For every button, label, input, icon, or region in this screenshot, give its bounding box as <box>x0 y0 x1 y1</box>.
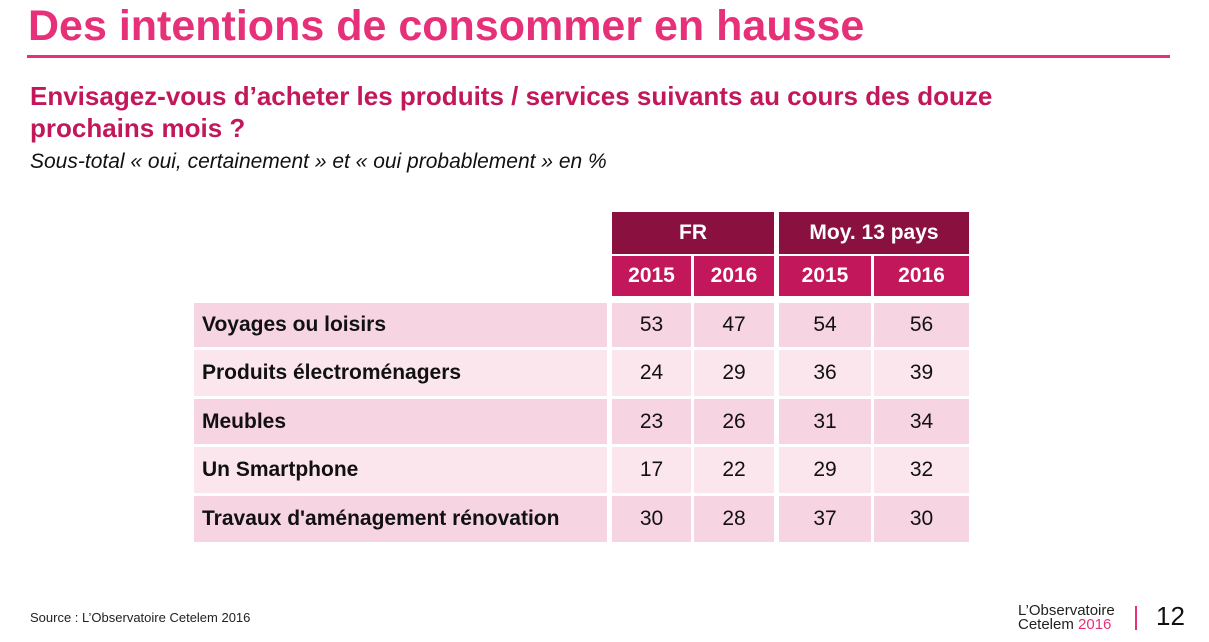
table-cell: 54 <box>779 303 871 347</box>
table-cell: 56 <box>874 303 969 347</box>
row-label: Voyages ou loisirs <box>194 303 607 347</box>
logo-brand: Cetelem <box>1018 616 1074 633</box>
table-cell: 22 <box>694 447 774 493</box>
table-cell: 36 <box>779 350 871 396</box>
header-moy-2016: 2016 <box>874 256 969 296</box>
table-cell: 32 <box>874 447 969 493</box>
table-cell: 29 <box>694 350 774 396</box>
logo-divider <box>1135 606 1137 630</box>
table-cell: 47 <box>694 303 774 347</box>
title-underline <box>27 55 1170 58</box>
survey-question: Envisagez-vous d’acheter les produits / … <box>30 81 993 143</box>
logo-line2: Cetelem 2016 <box>1018 616 1130 633</box>
header-fr-2015: 2015 <box>612 256 691 296</box>
observatoire-logo: L’Observatoire Cetelem 2016 <box>1018 602 1130 634</box>
table-cell: 23 <box>612 399 691 444</box>
table-cell: 39 <box>874 350 969 396</box>
table-cell: 26 <box>694 399 774 444</box>
table-cell: 53 <box>612 303 691 347</box>
logo-line1: L’Observatoire <box>1018 602 1115 619</box>
row-label: Travaux d'aménagement rénovation <box>194 496 607 542</box>
table-cell: 17 <box>612 447 691 493</box>
table-cell: 37 <box>779 496 871 542</box>
table-cell: 30 <box>612 496 691 542</box>
table-cell: 34 <box>874 399 969 444</box>
table-cell: 30 <box>874 496 969 542</box>
header-fr-2016: 2016 <box>694 256 774 296</box>
table-cell: 29 <box>779 447 871 493</box>
row-label: Un Smartphone <box>194 447 607 493</box>
slide-title: Des intentions de consommer en hausse <box>28 2 865 50</box>
table-cell: 24 <box>612 350 691 396</box>
table-cell: 28 <box>694 496 774 542</box>
logo-year: 2016 <box>1078 616 1112 633</box>
row-label: Produits électroménagers <box>194 350 607 396</box>
header-moy-13-pays: Moy. 13 pays <box>779 212 969 254</box>
header-moy-2015: 2015 <box>779 256 871 296</box>
slide-subtitle: Sous-total « oui, certainement » et « ou… <box>30 150 607 173</box>
table-cell: 31 <box>779 399 871 444</box>
row-label: Meubles <box>194 399 607 444</box>
source-note: Source : L’Observatoire Cetelem 2016 <box>30 610 251 625</box>
page-number: 12 <box>1156 601 1185 631</box>
header-fr: FR <box>612 212 774 254</box>
